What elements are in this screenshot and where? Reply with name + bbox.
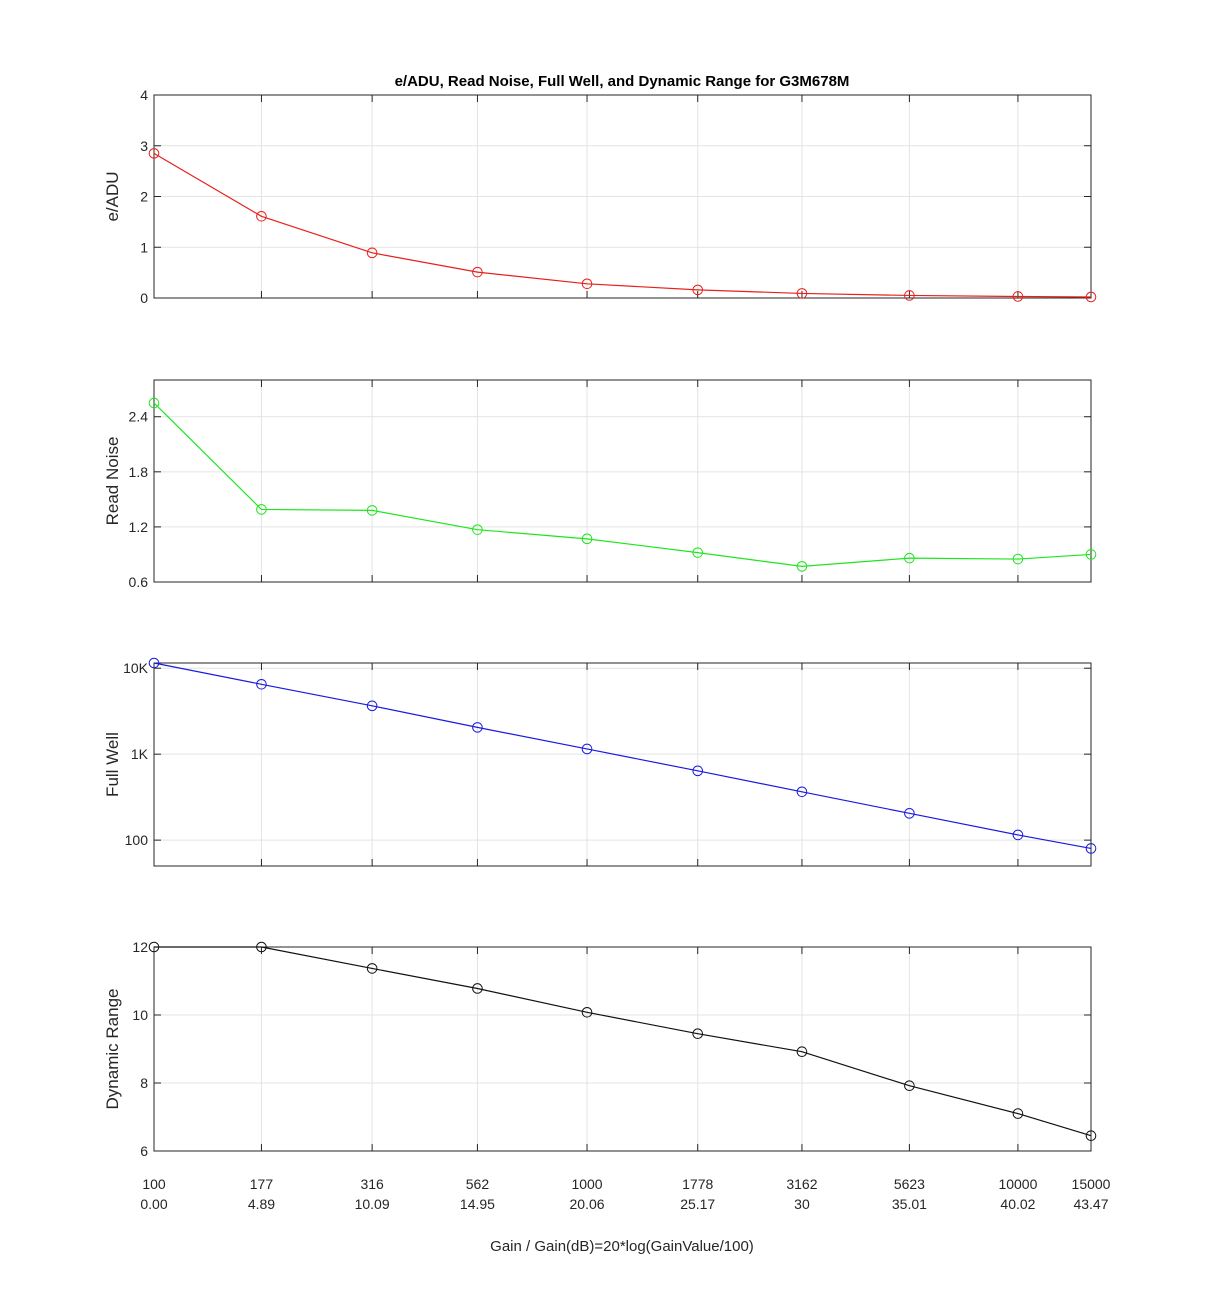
data-point (1085, 1130, 1097, 1141)
x-tick-label-db: 4.89 (248, 1196, 275, 1212)
y-tick-label: 3 (140, 138, 148, 154)
y-axis-label: e/ADU (103, 171, 122, 221)
data-point (1012, 291, 1024, 302)
data-point (366, 700, 378, 712)
x-tick-label-db: 35.01 (892, 1196, 927, 1212)
chart-title: e/ADU, Read Noise, Full Well, and Dynami… (395, 73, 850, 90)
y-tick-label: 1.2 (129, 519, 149, 535)
y-tick-label: 1 (140, 239, 148, 255)
data-point (472, 722, 483, 733)
x-tick-label: 10000 (998, 1176, 1037, 1192)
x-axis-label: Gain / Gain(dB)=20*log(GainValue/100) (490, 1238, 754, 1255)
data-point (1012, 1108, 1024, 1119)
x-tick-label: 100 (142, 1176, 166, 1192)
axes-box (153, 662, 1092, 867)
data-point (904, 808, 915, 819)
data-point (581, 278, 593, 290)
data-point (904, 552, 915, 564)
y-tick-label: 6 (140, 1143, 148, 1159)
data-point (366, 963, 378, 974)
y-tick-label: 1.8 (129, 464, 149, 480)
data-point (148, 397, 160, 409)
x-tick-label: 5623 (894, 1176, 925, 1192)
x-tick-label: 15000 (1072, 1176, 1111, 1192)
y-axis-label: Read Noise (103, 437, 122, 526)
data-point (581, 743, 593, 755)
data-point (256, 678, 267, 690)
x-tick-label-db: 14.95 (460, 1196, 495, 1212)
data-point (904, 1080, 915, 1092)
x-tick-label-db: 20.06 (570, 1196, 605, 1212)
y-tick-label: 2 (140, 189, 148, 205)
panel-4: 6 8 10 12 Dynamic Range (103, 939, 1097, 1159)
x-tick-label: 177 (250, 1176, 274, 1192)
data-point (366, 247, 378, 259)
data-point (692, 284, 704, 296)
data-point (256, 941, 267, 953)
y-tick-label: 10 (132, 1007, 148, 1023)
data-point (148, 657, 160, 669)
x-tick-label: 1000 (571, 1176, 602, 1192)
data-point (692, 547, 704, 558)
data-point (256, 210, 267, 222)
panel-1: 0 1 2 3 4 e/ADU (103, 87, 1097, 306)
data-point (692, 765, 704, 777)
data-point (1085, 291, 1097, 303)
y-tick-label: 8 (140, 1075, 148, 1091)
y-tick-label: 12 (132, 939, 148, 955)
data-point (581, 1006, 593, 1018)
series-line (153, 662, 1092, 850)
panel-3: 100 1K 10K Full Well (103, 657, 1097, 867)
y-tick-label: 4 (140, 87, 148, 103)
x-tick-label-db: 0.00 (140, 1196, 167, 1212)
data-point (1012, 553, 1024, 565)
panel-2: 0.6 1.2 1.8 2.4 Read Noise (103, 379, 1097, 590)
x-tick-label: 1778 (682, 1176, 713, 1192)
series-line (153, 152, 1092, 298)
x-tick-label-db: 30 (794, 1196, 810, 1212)
series-line (153, 402, 1092, 567)
y-tick-label: 10K (123, 660, 149, 676)
data-point (1085, 843, 1097, 854)
x-tick-label: 3162 (786, 1176, 817, 1192)
x-tick-label-db: 25.17 (680, 1196, 715, 1212)
data-point (148, 941, 160, 953)
y-axis-label: Dynamic Range (103, 989, 122, 1110)
data-point (366, 505, 378, 516)
y-tick-label: 2.4 (129, 409, 149, 425)
data-point (148, 148, 160, 159)
data-point (796, 561, 808, 572)
data-point (796, 786, 808, 798)
data-point (472, 524, 483, 535)
data-point (256, 504, 267, 515)
y-tick-label: 1K (131, 746, 149, 762)
data-point (472, 983, 483, 994)
y-axis-label: Full Well (103, 732, 122, 797)
y-tick-label: 0.6 (129, 574, 149, 590)
x-tick-label: 316 (360, 1176, 384, 1192)
axes-box (153, 379, 1092, 583)
data-point (796, 1046, 808, 1058)
y-tick-label: 100 (125, 832, 149, 848)
x-tick-label: 562 (466, 1176, 490, 1192)
data-point (1085, 549, 1097, 560)
series-line (154, 946, 1092, 1137)
data-point (581, 533, 593, 545)
data-point (472, 266, 483, 278)
x-tick-label-db: 10.09 (355, 1196, 390, 1212)
axes-box (153, 946, 1092, 1152)
data-point (692, 1028, 704, 1039)
data-point (904, 290, 915, 301)
data-point (1012, 829, 1024, 841)
x-tick-label-db: 43.47 (1073, 1196, 1108, 1212)
x-tick-label-db: 40.02 (1000, 1196, 1035, 1212)
y-tick-label: 0 (140, 290, 148, 306)
data-point (796, 288, 808, 299)
